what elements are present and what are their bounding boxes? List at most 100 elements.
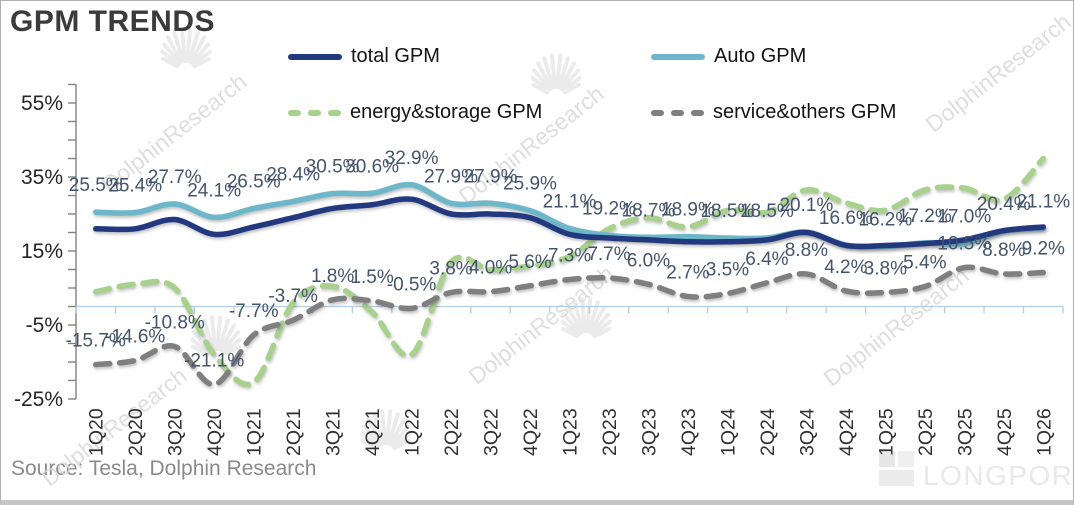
longport-watermark: LONGPORT: [879, 451, 1073, 491]
svg-text:1Q24: 1Q24: [717, 408, 739, 456]
svg-text:7.7%: 7.7%: [587, 244, 630, 265]
series-service-others-gpm: [92, 264, 1047, 388]
svg-text:3Q23: 3Q23: [638, 408, 660, 456]
svg-text:1Q21: 1Q21: [244, 408, 266, 456]
svg-text:3.8%: 3.8%: [864, 258, 907, 279]
svg-text:2Q24: 2Q24: [757, 408, 779, 456]
svg-text:-15.7%: -15.7%: [66, 331, 126, 352]
svg-text:24.1%: 24.1%: [187, 180, 241, 201]
legend-label-total-gpm: total GPM: [351, 45, 440, 67]
svg-text:28.4%: 28.4%: [266, 164, 320, 185]
svg-text:25.4%: 25.4%: [108, 176, 162, 197]
svg-text:19.2%: 19.2%: [582, 198, 636, 219]
svg-text:2Q22: 2Q22: [441, 408, 463, 456]
x-axis-labels: 1Q20 2Q20 3Q20 4Q20 1Q21 2Q21 3Q21 4Q21 1Q22 2Q22…: [86, 408, 1056, 456]
svg-text:30.5%: 30.5%: [306, 157, 360, 178]
fan-logo: [530, 53, 582, 95]
svg-text:17.2%: 17.2%: [898, 206, 952, 227]
svg-text:27.9%: 27.9%: [464, 166, 518, 187]
svg-text:5.6%: 5.6%: [508, 252, 551, 273]
svg-text:1.8%: 1.8%: [311, 266, 354, 287]
svg-text:16.6%: 16.6%: [819, 208, 873, 229]
svg-text:3.5%: 3.5%: [706, 260, 749, 281]
svg-text:55%: 55%: [21, 92, 63, 115]
svg-text:18.5%: 18.5%: [740, 201, 794, 222]
legend-label-service-others-gpm: service&others GPM: [713, 101, 897, 123]
series-energy-storage-gpm: [92, 155, 1047, 388]
page-title: GPM TRENDS: [10, 5, 216, 38]
auto-gpm-line-swatch: [651, 53, 705, 60]
svg-text:2Q25: 2Q25: [915, 408, 937, 456]
svg-text:25.5%: 25.5%: [69, 175, 123, 196]
svg-text:1Q23: 1Q23: [560, 408, 582, 456]
svg-text:16.2%: 16.2%: [858, 210, 912, 231]
svg-text:8.8%: 8.8%: [785, 240, 828, 261]
svg-text:18.7%: 18.7%: [622, 200, 676, 221]
svg-text:18.5%: 18.5%: [700, 201, 754, 222]
data-labels-auto-gpm: 25.5%25.4%27.7%24.1%26.5%28.4%30.5%30.6%…: [69, 148, 1070, 231]
svg-text:9.2%: 9.2%: [1022, 238, 1065, 259]
source-note: Source: Tesla, Dolphin Research: [11, 457, 317, 480]
legend-label-auto-gpm: Auto GPM: [714, 45, 807, 67]
svg-text:4Q23: 4Q23: [678, 408, 700, 456]
svg-text:30.6%: 30.6%: [345, 156, 399, 177]
svg-text:3Q21: 3Q21: [323, 408, 345, 456]
svg-text:-0.5%: -0.5%: [387, 274, 437, 295]
svg-text:21.1%: 21.1%: [1016, 191, 1070, 212]
svg-text:2Q23: 2Q23: [599, 408, 621, 456]
svg-text:21.1%: 21.1%: [543, 191, 597, 212]
svg-text:3Q22: 3Q22: [481, 408, 503, 456]
series-total-gpm: [92, 196, 1047, 250]
svg-text:1Q22: 1Q22: [402, 408, 424, 456]
data-labels-service-others-gpm: -15.7%-14.6%-10.8% -21.1% -7.7%-3.7%1.8%1.…: [66, 234, 1065, 372]
svg-text:20.1%: 20.1%: [779, 195, 833, 216]
svg-text:LONGPORT: LONGPORT: [923, 460, 1073, 491]
svg-text:2Q20: 2Q20: [125, 408, 147, 456]
svg-text:3Q24: 3Q24: [796, 408, 818, 456]
svg-text:4.2%: 4.2%: [824, 257, 867, 278]
svg-text:-5%: -5%: [26, 314, 63, 337]
svg-text:4Q20: 4Q20: [204, 408, 226, 456]
svg-text:5.4%: 5.4%: [903, 253, 946, 274]
svg-text:-21.1%: -21.1%: [184, 351, 244, 372]
svg-text:4.0%: 4.0%: [469, 258, 512, 279]
svg-text:3Q25: 3Q25: [954, 408, 976, 456]
svg-text:6.4%: 6.4%: [745, 249, 788, 270]
svg-text:20.4%: 20.4%: [977, 194, 1031, 215]
energy-storage-gpm-line-swatch: [288, 109, 341, 116]
svg-text:-7.7%: -7.7%: [229, 301, 279, 322]
svg-text:1.5%: 1.5%: [350, 267, 393, 288]
svg-text:-3.7%: -3.7%: [268, 286, 318, 307]
svg-text:25.9%: 25.9%: [503, 174, 557, 195]
svg-text:2.7%: 2.7%: [666, 263, 709, 284]
svg-text:32.9%: 32.9%: [385, 148, 439, 169]
svg-text:8.8%: 8.8%: [982, 240, 1025, 261]
y-axis: 55% 35% 15% -5% -25%: [14, 83, 77, 411]
svg-text:7.3%: 7.3%: [548, 245, 591, 266]
svg-text:-10.8%: -10.8%: [145, 312, 205, 333]
total-gpm-line-swatch: [288, 53, 342, 60]
legend-item-total-gpm: total GPM: [288, 45, 440, 68]
svg-text:6.0%: 6.0%: [627, 250, 670, 271]
svg-text:4Q22: 4Q22: [520, 408, 542, 456]
svg-text:26.5%: 26.5%: [227, 171, 281, 192]
fan-logo: [160, 27, 212, 69]
svg-text:1Q26: 1Q26: [1033, 408, 1055, 456]
svg-text:4Q25: 4Q25: [994, 408, 1016, 456]
svg-text:1Q25: 1Q25: [875, 408, 897, 456]
svg-text:18.9%: 18.9%: [661, 200, 715, 221]
fan-logo: [560, 297, 612, 339]
legend-item-service-others-gpm: service&others GPM: [651, 101, 896, 124]
legend-label-energy-storage-gpm: energy&storage GPM: [350, 101, 543, 123]
svg-text:27.7%: 27.7%: [148, 167, 202, 188]
legend-item-energy-storage-gpm: energy&storage GPM: [288, 101, 542, 124]
svg-text:2Q21: 2Q21: [283, 408, 305, 456]
svg-text:27.9%: 27.9%: [424, 166, 478, 187]
svg-text:-25%: -25%: [14, 388, 63, 411]
svg-text:15%: 15%: [21, 240, 63, 263]
brand-watermark-text: DolphinResearch: [921, 8, 1073, 137]
svg-text:-14.6%: -14.6%: [105, 327, 165, 348]
brand-watermark-text: DolphinResearch: [819, 262, 974, 391]
